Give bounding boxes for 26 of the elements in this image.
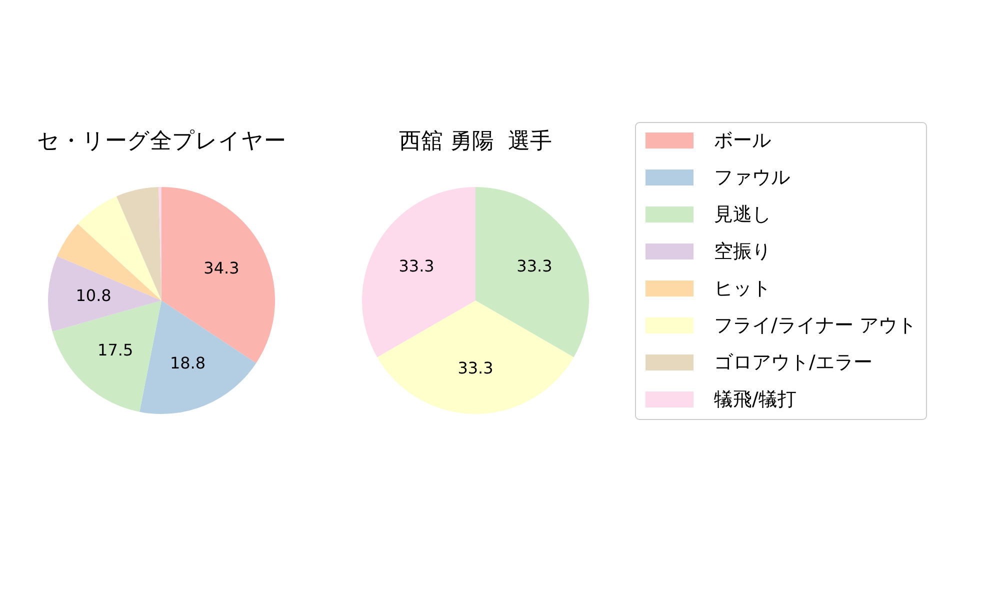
- pie-slice: [57, 224, 162, 300]
- chart-title: セ・リーグ全プレイヤー: [37, 129, 286, 154]
- pie-slice: [377, 300, 574, 414]
- pie-slice: [78, 196, 162, 300]
- legend-label: ゴロアウト/エラー: [714, 352, 872, 374]
- data-label: 17.5: [98, 340, 134, 360]
- data-label: 33.3: [458, 358, 494, 378]
- legend-label: 見逃し: [714, 204, 771, 226]
- legend-label: ファウル: [714, 166, 790, 188]
- legend-label: 空振り: [714, 240, 771, 262]
- pie-slice: [476, 187, 589, 358]
- data-label: 33.3: [516, 256, 552, 276]
- legend-label: 犠飛/犠打: [714, 388, 796, 410]
- pie-slice: [140, 300, 256, 414]
- chart-title: 西舘 勇陽 選手: [399, 129, 552, 154]
- pie-slice: [48, 256, 162, 332]
- pie-slice: [52, 300, 162, 412]
- pie-slice: [116, 187, 162, 300]
- data-label: 18.8: [170, 353, 206, 372]
- legend-label: ヒット: [714, 278, 771, 300]
- data-label: 34.3: [204, 258, 240, 278]
- data-label: 33.3: [398, 256, 434, 276]
- data-label: 10.8: [76, 286, 112, 306]
- legend-label: ボール: [714, 130, 771, 152]
- pie-slice: [362, 187, 476, 358]
- legend-label: フライ/ライナー アウト: [714, 314, 916, 336]
